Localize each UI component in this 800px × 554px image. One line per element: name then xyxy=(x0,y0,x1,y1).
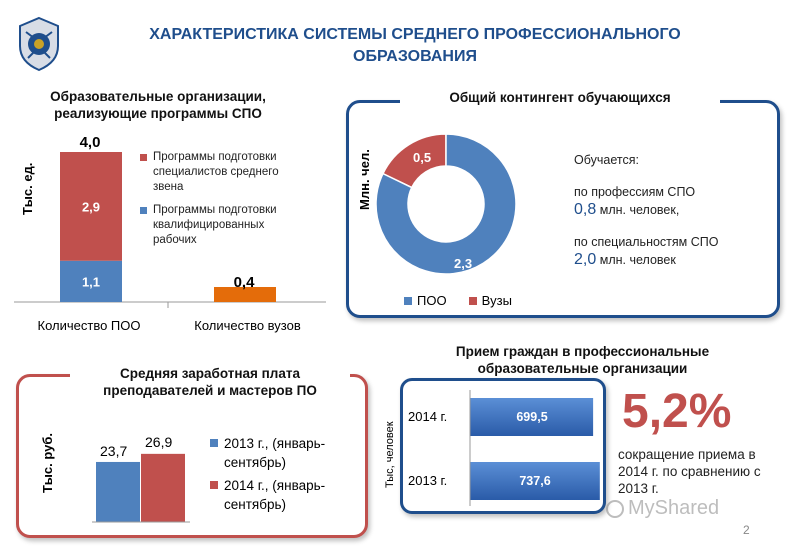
reduction-text: сокращение приема в 2014 г. по сравнению… xyxy=(618,447,761,496)
chart4-title: Прием граждан в профессиональные образов… xyxy=(455,344,710,376)
chart3-title: Средняя заработная плата преподавателей … xyxy=(70,365,350,399)
chart1-category-poo: Количество ПОО xyxy=(37,318,141,333)
students-line2: по специальностям СПО xyxy=(574,235,719,249)
chart1-label-kr: 1,1 xyxy=(82,274,100,289)
chart3-label-2013: 23,7 xyxy=(100,443,128,459)
chart3-ylabel: Тыс. руб. xyxy=(40,433,55,493)
chart4-value-2014: 699,5 xyxy=(516,410,548,424)
chart1-legend-kr: Программы подготовки квалифицированных р… xyxy=(153,204,277,246)
chart3-legend-2013: 2013 г., (январь-сентябрь) xyxy=(224,436,326,470)
page-title: ХАРАКТЕРИСТИКА СИСТЕМЫ СРЕДНЕГО ПРОФЕССИ… xyxy=(149,26,681,65)
chart2-label-poo: 2,3 xyxy=(454,256,473,271)
chart2-legend: ПОО Вузы xyxy=(404,293,512,308)
chart2-label-vuz: 0,5 xyxy=(413,150,432,165)
chart4-cat-2014: 2014 г. xyxy=(408,409,448,424)
legend-swatch-red xyxy=(140,154,147,161)
chart3-label-2014: 26,9 xyxy=(145,434,173,450)
chart3-legend-2014: 2014 г., (январь-сентябрь) xyxy=(224,478,326,512)
chart1-legend: Программы подготовки специалистов средне… xyxy=(140,150,310,248)
chart1-bar-poo-kr xyxy=(60,260,122,302)
chart2-ylabel: Млн. чел. xyxy=(357,149,372,210)
chart1-legend-spo: Программы подготовки специалистов средне… xyxy=(153,151,279,193)
slide-number: 2 xyxy=(743,523,750,537)
students-unit1: млн. человек, xyxy=(599,203,680,217)
reduction-percent: 5,2% xyxy=(622,385,732,438)
legend-swatch-blue xyxy=(404,296,412,305)
legend-swatch-red xyxy=(468,296,477,305)
students-value2: 2,0 xyxy=(574,251,597,268)
chart1-total-poo: 4,0 xyxy=(79,134,101,151)
chart3-legend: 2013 г., (январь-сентябрь) 2014 г., (янв… xyxy=(210,434,360,514)
legend-swatch-blue xyxy=(210,439,218,447)
chart1-category-vuz: Количество вузов xyxy=(194,318,301,333)
students-unit2: млн. человек xyxy=(599,253,676,267)
chart4-ylabel: Тыс, человек xyxy=(384,421,396,488)
emblem-icon xyxy=(14,14,64,74)
chart4-cat-2013: 2013 г. xyxy=(408,473,448,488)
students-value1: 0,8 xyxy=(574,201,597,218)
chart2-legend-poo: ПОО xyxy=(417,293,447,308)
watermark-text: MyShared xyxy=(628,497,720,519)
chart4-value-2013: 737,6 xyxy=(519,474,551,488)
chart1-label-spo: 2,9 xyxy=(82,199,100,214)
students-line1: по профессиям СПО xyxy=(574,185,696,199)
chart1-title: Образовательные организации, реализующие… xyxy=(50,89,266,121)
watermark: MyShared xyxy=(606,497,719,520)
chart1-total-vuz: 0,4 xyxy=(233,274,255,291)
students-note: Обучается: по профессиям СПО 0,8 млн. че… xyxy=(574,151,769,269)
chart2-title: Общий контингент обучающихся xyxy=(400,89,720,106)
legend-swatch-blue xyxy=(140,207,147,214)
chart2-legend-vuz: Вузы xyxy=(481,293,512,308)
students-heading: Обучается: xyxy=(574,153,639,167)
legend-swatch-red xyxy=(210,481,218,489)
chart1-bar-poo-spo xyxy=(60,152,122,261)
admission-panel xyxy=(400,378,606,514)
chart1-ylabel: Тыс. ед. xyxy=(20,162,35,215)
watermark-logo-icon xyxy=(606,499,624,518)
